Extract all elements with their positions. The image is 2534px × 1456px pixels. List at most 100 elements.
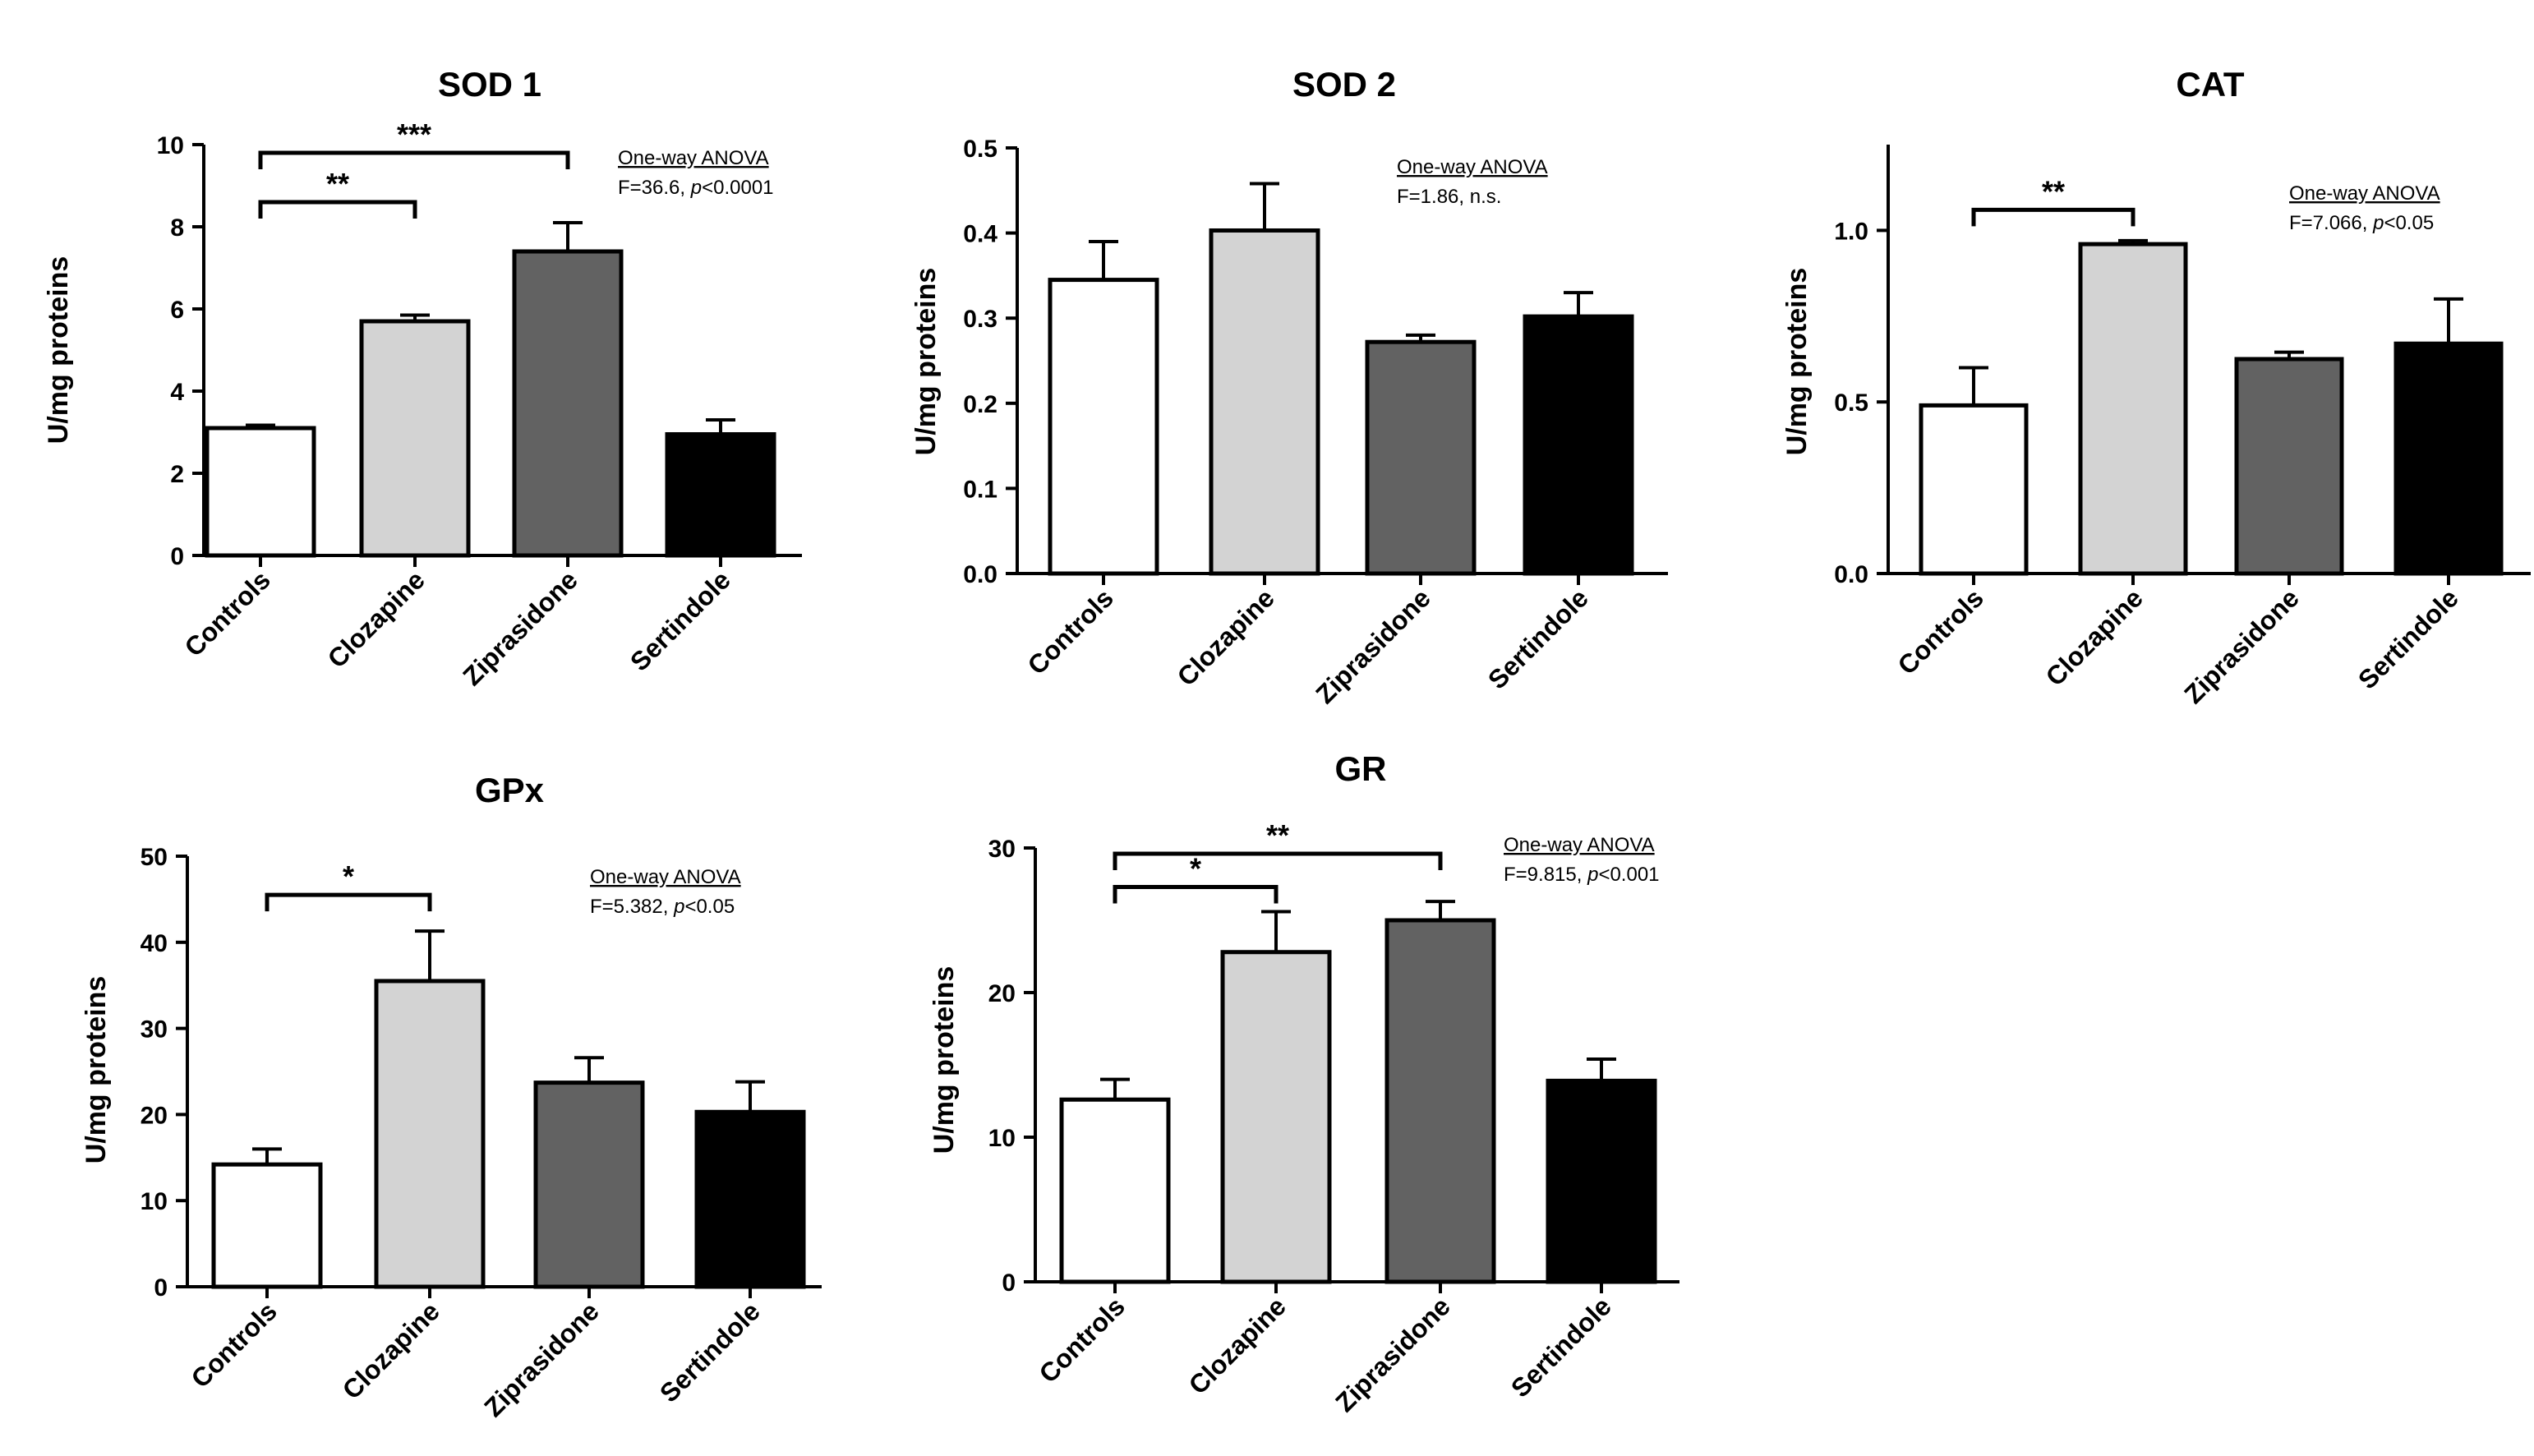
sod2-anova-f: F=1.86, n.s. [1397, 186, 1501, 208]
sod2-category-label: Sertindole [1482, 583, 1594, 694]
gr-bar-controls [1059, 1097, 1171, 1284]
sod1-category-label: Controls [178, 564, 275, 661]
sod1-title: SOD 1 [438, 65, 541, 104]
sod2-ytick-label: 0.4 [963, 221, 997, 248]
sod1-bar-controls [205, 426, 316, 558]
gpx-anova-pval: <0.05 [684, 896, 735, 918]
gr-ytick-label: 0 [1002, 1269, 1016, 1297]
sod1-ytick-label: 8 [170, 214, 184, 242]
gr-ytick-label: 30 [988, 836, 1016, 863]
sod2-category-label: Controls [1021, 583, 1118, 680]
gpx-ytick-label: 30 [141, 1016, 168, 1044]
sod1-ytick-label: 2 [170, 461, 184, 488]
gpx-category-label: Sertindole [654, 1296, 766, 1408]
gr-bar-clozapine [1220, 950, 1332, 1284]
gr-bar-sertindole [1546, 1078, 1657, 1284]
sod2-chart: SOD 2 U/mg proteins 0.0 0.1 0.2 0.3 0.4 0.5 Cont… [910, 65, 1668, 709]
gr-anova-f: F=9.815, [1504, 864, 1587, 886]
sod1-anova-stats: F=36.6, p<0.0001 [618, 177, 774, 199]
gr-anova-p: p [1587, 864, 1598, 886]
sod2-ytick-label: 0.0 [963, 561, 997, 588]
sod2-anova-title: One-way ANOVA [1397, 156, 1548, 178]
cat-ytick-label: 1.0 [1834, 218, 1868, 245]
gpx-significance-label: * [343, 859, 354, 893]
cat-bar-ziprasidone [2234, 357, 2344, 576]
gr-anova-pval: <0.001 [1598, 864, 1659, 886]
gpx-bar-ziprasidone [533, 1080, 645, 1289]
sod2-ytick-label: 0.1 [963, 476, 997, 503]
gr-chart: GR U/mg proteins 0 10 20 30 Controls Clozapine Z… [928, 749, 1679, 1417]
sod1-ytick-label: 4 [170, 379, 184, 406]
gpx-bar-clozapine [374, 979, 486, 1289]
gpx-category-label: Clozapine [337, 1296, 445, 1404]
gpx-category-label: Ziprasidone [478, 1296, 605, 1422]
sod1-category-label: Ziprasidone [457, 564, 583, 691]
cat-bar-controls [1919, 403, 2029, 576]
cat-bar-clozapine [2078, 242, 2188, 576]
sod1-ytick-label: 0 [170, 543, 184, 570]
gpx-chart: GPx U/mg proteins 0 10 20 30 40 50 Controls Cloza… [81, 771, 822, 1422]
gpx-anova-p: p [673, 896, 684, 918]
sod2-anova-stats: F=1.86, n.s. [1397, 186, 1501, 208]
sod1-significance-bracket [258, 150, 570, 169]
gpx-ylabel: U/mg proteins [81, 976, 112, 1164]
sod1-ytick-label: 6 [170, 297, 184, 324]
gr-category-label: Clozapine [1183, 1291, 1292, 1399]
sod1-bar-clozapine [359, 319, 471, 558]
sod2-bar-clozapine [1209, 228, 1320, 576]
sod1-chart: SOD 1 U/mg proteins 0 2 4 6 8 10 Controls Clozapi… [43, 65, 802, 691]
cat-ylabel: U/mg proteins [1781, 268, 1813, 456]
cat-anova-title: One-way ANOVA [2289, 182, 2440, 205]
sod2-bar-ziprasidone [1365, 339, 1477, 576]
sod1-ytick-label: 10 [157, 132, 184, 159]
sod2-ytick-label: 0.5 [963, 136, 997, 163]
sod1-significance-bracket [258, 200, 417, 219]
gr-significance-bracket [1113, 851, 1443, 871]
gr-significance-label: ** [1266, 818, 1289, 852]
gr-ylabel: U/mg proteins [928, 966, 960, 1154]
sod2-title: SOD 2 [1292, 65, 1396, 104]
sod2-category-label: Ziprasidone [1310, 583, 1436, 709]
gr-significance-bracket [1113, 885, 1279, 904]
sod1-ylabel: U/mg proteins [43, 256, 74, 445]
gpx-category-label: Controls [185, 1296, 282, 1393]
gr-anova-title: One-way ANOVA [1504, 834, 1655, 856]
cat-category-label: Ziprasidone [2178, 583, 2305, 709]
sod2-bar-sertindole [1523, 314, 1634, 576]
gr-category-label: Controls [1033, 1291, 1130, 1388]
gpx-ytick-label: 40 [141, 930, 168, 957]
cat-anova-f: F=7.066, [2289, 212, 2373, 234]
sod1-anova-p: p [690, 177, 702, 199]
gr-category-label: Sertindole [1505, 1291, 1617, 1403]
gr-category-label: Ziprasidone [1329, 1291, 1456, 1417]
sod2-ytick-label: 0.2 [963, 391, 997, 418]
sod1-bar-sertindole [665, 432, 776, 558]
sod1-category-label: Sertindole [624, 564, 736, 676]
gpx-significance-bracket [265, 892, 432, 912]
sod1-significance-label: *** [397, 117, 431, 151]
gpx-anova-stats: F=5.382, p<0.05 [590, 896, 735, 918]
gpx-bar-controls [211, 1162, 323, 1289]
sod2-bar-controls [1048, 278, 1159, 576]
cat-bar-sertindole [2393, 341, 2504, 576]
cat-anova-p: p [2372, 212, 2384, 234]
gr-ytick-label: 10 [988, 1125, 1016, 1152]
gr-anova-stats: F=9.815, p<0.001 [1504, 864, 1660, 886]
gpx-ytick-label: 50 [141, 844, 168, 871]
gpx-bar-sertindole [694, 1109, 806, 1289]
sod2-category-label: Clozapine [1172, 583, 1280, 691]
gr-title: GR [1335, 749, 1387, 788]
gpx-ytick-label: 10 [141, 1188, 168, 1215]
sod2-ytick-label: 0.3 [963, 306, 997, 333]
sod1-anova-f: F=36.6, [618, 177, 691, 199]
cat-significance-label: ** [2042, 174, 2065, 208]
gr-significance-label: * [1190, 852, 1201, 886]
gpx-anova-title: One-way ANOVA [590, 866, 741, 888]
gpx-ytick-label: 20 [141, 1102, 168, 1129]
cat-category-label: Clozapine [2040, 583, 2149, 691]
sod1-category-label: Clozapine [322, 564, 431, 673]
cat-category-label: Controls [1891, 583, 1988, 680]
cat-ytick-label: 0.0 [1834, 561, 1868, 588]
sod1-anova-title: One-way ANOVA [618, 147, 769, 169]
